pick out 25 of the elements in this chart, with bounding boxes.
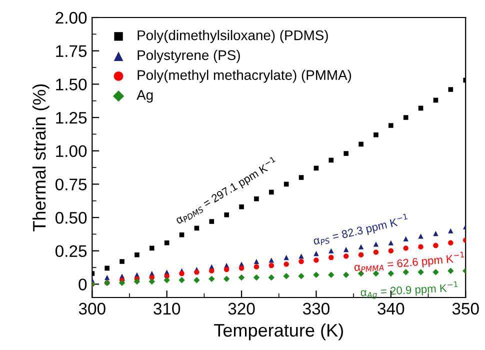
x-tick-label: 340 (378, 302, 404, 315)
y-axis-title: Thermal strain (%) (32, 84, 50, 232)
annotation: α$_{PS}$ = 82.3 ppm K$^{−1}$ (312, 214, 410, 248)
x-axis-title: Temperature (K) (214, 323, 343, 340)
y-tick-label: 0.25 (56, 245, 87, 258)
legend-label: Poly(methyl methacrylate) (PMMA) (138, 70, 352, 83)
annotation: α$_{PMMA}$ = 62.6 ppm K$^{−1}$ (354, 252, 465, 274)
x-tick-label: 320 (228, 302, 255, 315)
y-tick-label: 1.75 (56, 45, 87, 58)
y-tick-label: 1.25 (56, 112, 87, 124)
legend-label: Ag (136, 90, 153, 103)
y-tick-label: 1.50 (56, 78, 87, 90)
y-tick-label: 0 (78, 278, 87, 290)
y-tick-label: 1.00 (56, 145, 87, 158)
y-tick-label: 2.00 (56, 12, 87, 24)
annotation: α$_{PDMS}$ = 297.1 ppm K$^{−1}$ (174, 156, 279, 226)
legend-label: Poly(dimethylsiloxane) (PDMS) (138, 30, 328, 43)
x-tick-label: 350 (452, 302, 479, 315)
y-tick-label: 0.75 (56, 178, 87, 190)
x-tick-label: 330 (302, 302, 330, 315)
x-tick-label: 300 (78, 302, 106, 315)
y-tick-label: 0.50 (56, 212, 87, 224)
annotation: α$_{Ag}$ = 20.9 ppm K$^{−1}$ (360, 281, 458, 300)
legend-label: Polystyrene (PS) (138, 50, 240, 63)
x-tick-label: 310 (154, 302, 180, 315)
